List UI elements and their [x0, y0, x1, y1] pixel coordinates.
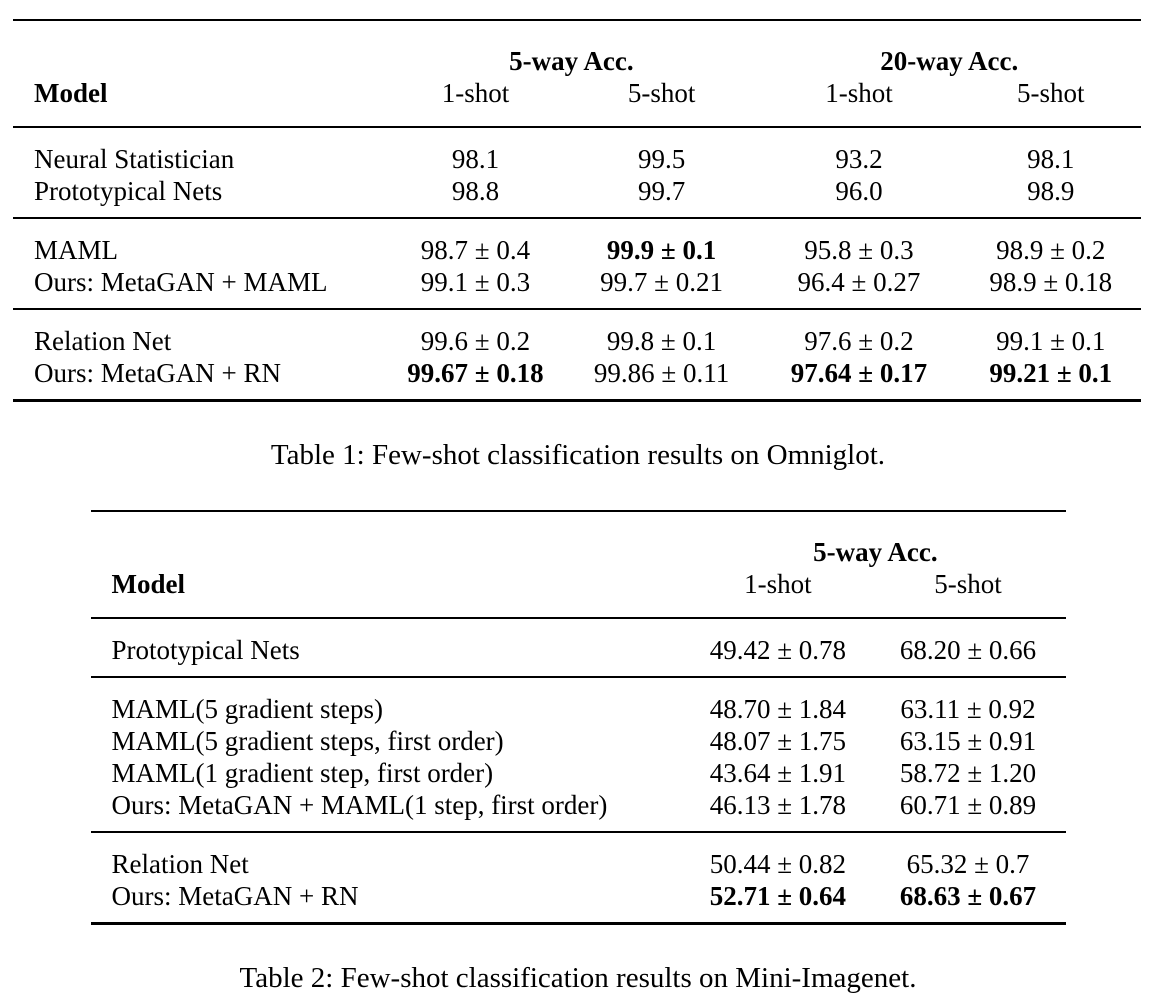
table-row: Neural Statistician 98.1 99.5 93.2 98.1 [13, 127, 1141, 175]
value-cell: 43.64 ± 1.91 [709, 758, 847, 788]
table-row: Ours: MetaGAN + RN 52.71 ± 0.64 68.63 ± 0.… [91, 880, 1066, 924]
model-header-spacer [91, 511, 686, 568]
group-header-row: 5-way Acc. [91, 511, 1066, 568]
column-group-header: 5-way Acc. [509, 46, 634, 76]
subcolumn-header: 1-shot [441, 78, 510, 108]
model-cell: Relation Net [34, 326, 172, 356]
value-cell: 99.8 ± 0.1 [606, 326, 717, 356]
table-2-caption: Table 2: Few-shot classification results… [239, 962, 917, 994]
value-cell: 99.21 ± 0.1 [989, 358, 1113, 388]
subcolumn-header: 5-shot [934, 569, 1002, 599]
value-cell: 97.6 ± 0.2 [804, 326, 914, 356]
value-cell: 98.1 [1027, 144, 1075, 174]
table-row: Ours: MetaGAN + MAML 99.1 ± 0.3 99.7 ± 0.2… [13, 266, 1141, 309]
table-row: Relation Net 99.6 ± 0.2 99.8 ± 0.1 97.6 ± 0… [13, 309, 1141, 357]
model-cell: MAML(1 gradient step, first order) [111, 758, 494, 788]
model-column-header: Model [34, 78, 108, 108]
value-cell: 63.11 ± 0.92 [900, 694, 1036, 724]
table-section: MAML(5 gradient steps) 48.70 ± 1.84 63.11 … [90, 677, 1066, 832]
model-header-spacer [13, 20, 385, 77]
table-section: Prototypical Nets 49.42 ± 0.78 68.20 ± 0.6… [90, 618, 1066, 677]
model-cell: MAML [34, 235, 119, 265]
table-1: 5-way Acc. 20-way Acc. Model 1-shot 5-shot 1-… [13, 19, 1141, 402]
value-cell: 60.71 ± 0.89 [899, 790, 1037, 820]
model-column-header: Model [111, 569, 186, 599]
table-row: Relation Net 50.44 ± 0.82 65.32 ± 0.7 [91, 832, 1066, 880]
value-cell: 99.6 ± 0.2 [420, 326, 531, 356]
value-cell: 93.2 [835, 144, 883, 174]
value-cell: 52.71 ± 0.64 [709, 881, 847, 911]
column-group-header: 20-way Acc. [880, 46, 1019, 76]
table-row: Ours: MetaGAN + MAML(1 step, first order… [91, 789, 1066, 832]
table-2-figure: 5-way Acc. Model 1-shot 5-shot Prototypical … [0, 510, 1156, 995]
value-cell: 98.9 ± 0.2 [996, 235, 1106, 265]
value-cell: 63.15 ± 0.91 [899, 726, 1037, 756]
value-cell: 99.7 [637, 176, 686, 206]
subcolumn-header: 1-shot [744, 569, 812, 599]
results-table: 5-way Acc. 20-way Acc. Model 1-shot 5-shot 1-… [13, 19, 1141, 402]
value-cell: 99.1 ± 0.1 [996, 326, 1106, 356]
model-cell: Ours: MetaGAN + RN [111, 881, 359, 911]
table-1-figure: 5-way Acc. 20-way Acc. Model 1-shot 5-shot 1-… [0, 19, 1156, 472]
subcolumn-header-row: Model 1-shot 5-shot [91, 568, 1066, 618]
value-cell: 95.8 ± 0.3 [804, 235, 914, 265]
model-cell: Neural Statistician [34, 144, 235, 174]
value-cell: 97.64 ± 0.17 [790, 358, 928, 388]
value-cell: 98.9 ± 0.18 [989, 267, 1113, 297]
value-cell: 99.1 ± 0.3 [420, 267, 531, 297]
group-header-row: 5-way Acc. 20-way Acc. [13, 20, 1141, 77]
table-row: MAML(5 gradient steps) 48.70 ± 1.84 63.11 … [91, 677, 1066, 725]
value-cell: 99.7 ± 0.21 [600, 267, 723, 297]
table-row: MAML(5 gradient steps, first order) 48.07… [91, 725, 1066, 757]
value-cell: 99.5 [637, 144, 686, 174]
table-section: MAML 98.7 ± 0.4 99.9 ± 0.1 95.8 ± 0.3 98.9 ±… [13, 218, 1141, 309]
model-cell: MAML(5 gradient steps) [111, 694, 383, 724]
value-cell: 96.4 ± 0.27 [797, 267, 921, 297]
subcolumn-header: 5-shot [1016, 78, 1085, 108]
value-cell: 58.72 ± 1.20 [899, 758, 1037, 788]
subcolumn-header: 5-shot [627, 78, 696, 108]
subcolumn-header: 1-shot [825, 78, 893, 108]
table-header: 5-way Acc. Model 1-shot 5-shot [90, 511, 1066, 618]
value-cell: 98.7 ± 0.4 [420, 235, 531, 265]
table-2: 5-way Acc. Model 1-shot 5-shot Prototypical … [90, 510, 1066, 925]
table-row: MAML 98.7 ± 0.4 99.9 ± 0.1 95.8 ± 0.3 98.9 ±… [13, 218, 1141, 266]
model-cell: Prototypical Nets [111, 635, 300, 665]
value-cell: 46.13 ± 1.78 [709, 790, 847, 820]
model-cell: Ours: MetaGAN + RN [34, 358, 281, 388]
value-cell: 68.20 ± 0.66 [899, 635, 1037, 665]
subcolumn-header-row: Model 1-shot 5-shot 1-shot 5-shot [13, 77, 1141, 127]
table-section: Relation Net 50.44 ± 0.82 65.32 ± 0.7 Ours:… [90, 832, 1066, 924]
table-row: MAML(1 gradient step, first order) 43.64 … [91, 757, 1066, 789]
model-cell: Prototypical Nets [34, 176, 223, 206]
model-cell: Relation Net [111, 849, 249, 879]
value-cell: 68.63 ± 0.67 [899, 881, 1037, 911]
value-cell: 48.70 ± 1.84 [709, 694, 847, 724]
table-row: Prototypical Nets 98.8 99.7 96.0 98.9 [13, 175, 1141, 218]
table-1-caption: Table 1: Few-shot classification results… [270, 439, 886, 471]
value-cell: 99.86 ± 0.11 [593, 358, 730, 388]
table-row: Prototypical Nets 49.42 ± 0.78 68.20 ± 0.6… [91, 618, 1066, 677]
value-cell: 98.1 [451, 144, 500, 174]
model-cell: Ours: MetaGAN + MAML(1 step, first order… [111, 790, 608, 820]
table-header: 5-way Acc. 20-way Acc. Model 1-shot 5-shot 1-… [13, 20, 1141, 127]
table-row: Ours: MetaGAN + RN 99.67 ± 0.18 99.86 ± 0.… [13, 357, 1141, 401]
value-cell: 50.44 ± 0.82 [709, 849, 847, 879]
model-cell: Ours: MetaGAN + MAML [34, 267, 328, 297]
column-group-header: 5-way Acc. [813, 537, 938, 567]
model-cell: MAML(5 gradient steps, first order) [111, 726, 504, 756]
value-cell: 65.32 ± 0.7 [906, 849, 1030, 879]
value-cell: 48.07 ± 1.75 [709, 726, 847, 756]
value-cell: 96.0 [835, 176, 883, 206]
value-cell: 98.9 [1027, 176, 1075, 206]
results-table: 5-way Acc. Model 1-shot 5-shot Prototypical … [90, 510, 1066, 925]
table-section: Neural Statistician 98.1 99.5 93.2 98.1 Proto… [13, 127, 1141, 218]
value-cell: 98.8 [451, 176, 500, 206]
value-cell: 99.9 ± 0.1 [606, 235, 717, 265]
value-cell: 49.42 ± 0.78 [709, 635, 847, 665]
table-section: Relation Net 99.6 ± 0.2 99.8 ± 0.1 97.6 ± 0… [13, 309, 1141, 401]
value-cell: 99.67 ± 0.18 [407, 358, 544, 388]
